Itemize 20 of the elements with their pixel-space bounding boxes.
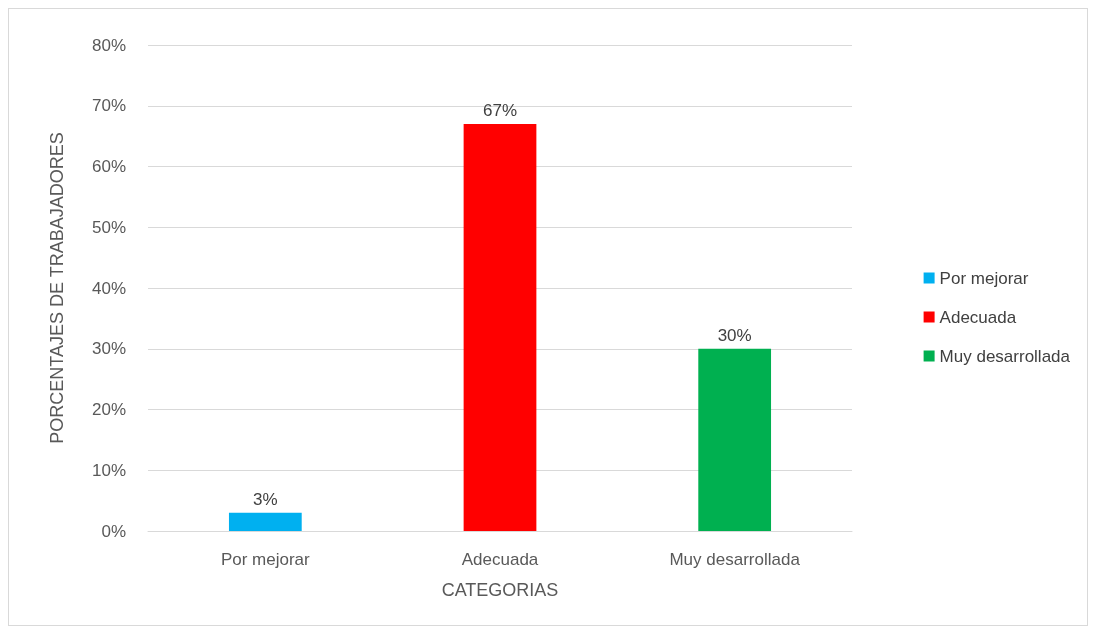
legend-label: Por mejorar [939,268,1029,288]
y-tick-label: 30% [91,339,126,359]
y-tick-label: 10% [91,460,126,480]
y-tick-label: 0% [101,521,126,541]
y-tick-label: 40% [91,278,126,298]
legend-label: Adecuada [939,307,1017,327]
x-tick-label: Adecuada [461,550,539,569]
x-tick-label: Muy desarrollada [669,550,801,569]
y-tick-label: 60% [91,157,126,176]
y-tick-label: 20% [91,400,126,419]
data-label: 3% [253,489,278,509]
x-axis-title: CATEGORIAS [441,580,559,600]
y-tick-label: 70% [91,96,126,116]
x-tick-label: Por mejorar [220,550,311,569]
legend-label: Muy desarrollada [939,346,1071,366]
data-label: 67% [482,100,518,120]
y-tick-label: 80% [91,35,126,55]
y-axis-title: PORCENTAJES DE TRABAJADORES [47,132,67,444]
data-label: 30% [717,325,752,345]
y-tick-label: 50% [91,217,126,237]
